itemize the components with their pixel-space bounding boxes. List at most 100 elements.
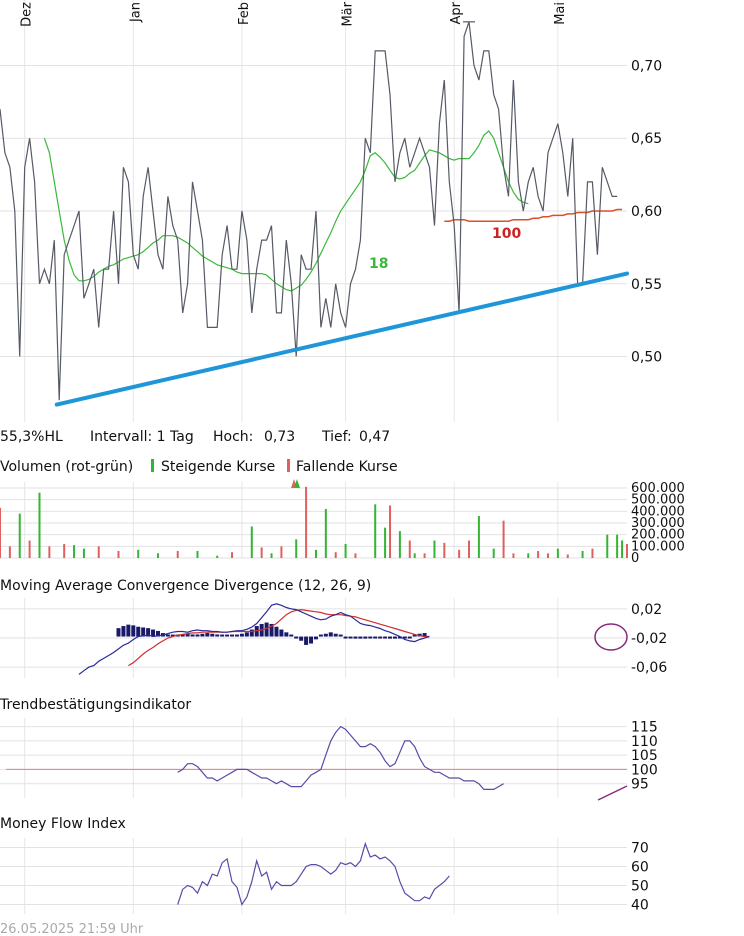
volume-bar-rising-11 bbox=[314, 549, 317, 558]
volume-bar-falling-18 bbox=[458, 549, 461, 558]
macd-hist-bar-7 bbox=[151, 629, 156, 637]
volume-y-tick-6: 0 bbox=[631, 551, 639, 566]
month-label-0: Dez bbox=[20, 2, 35, 27]
high-label: Hoch: bbox=[213, 429, 253, 445]
mfi-grid bbox=[0, 838, 627, 914]
macd-hist-bar-21 bbox=[220, 634, 225, 637]
month-label-4: Apr bbox=[449, 1, 464, 24]
macd-hist-bar-38 bbox=[304, 636, 309, 645]
volume-bar-rising-17 bbox=[413, 553, 416, 558]
ma18-label: 18 bbox=[369, 256, 388, 272]
volume-y-tick-5: 100.000 bbox=[631, 539, 685, 554]
volume-bar-rising-18 bbox=[433, 540, 436, 558]
rising-swatch bbox=[151, 459, 154, 472]
macd-hist-bar-4 bbox=[136, 626, 141, 637]
month-label-1: Jan bbox=[128, 2, 143, 23]
macd-hist-bar-24 bbox=[234, 634, 239, 637]
volume-bar-rising-0 bbox=[18, 513, 21, 558]
mfi-yticks-tick-0: 70 bbox=[631, 841, 649, 857]
volume-bar-rising-6 bbox=[196, 551, 199, 558]
macd-yticks-tick-1: -0,02 bbox=[631, 631, 667, 647]
volume-grid bbox=[0, 482, 627, 559]
volume-bar-rising-1 bbox=[38, 492, 41, 558]
volume-bar-rising-26 bbox=[621, 540, 624, 558]
volume-bar-rising-3 bbox=[82, 548, 85, 558]
macd-hist-bar-14 bbox=[185, 633, 190, 637]
macd-hist-bar-23 bbox=[230, 634, 235, 637]
month-label-5: Mai bbox=[553, 2, 568, 25]
macd-hist-bar-42 bbox=[323, 633, 328, 637]
volume-bar-rising-20 bbox=[492, 548, 495, 558]
volume-bar-falling-20 bbox=[502, 520, 505, 558]
volume-bar-falling-12 bbox=[334, 552, 337, 558]
volume-bar-falling-19 bbox=[468, 540, 471, 558]
macd-hist-bar-50 bbox=[363, 636, 368, 639]
volume-bar-rising-25 bbox=[616, 534, 619, 558]
macd-hist-bar-52 bbox=[373, 636, 378, 639]
trend-indicator-line bbox=[177, 725, 504, 791]
mfi-y-axis: 70 60 50 40 bbox=[631, 841, 649, 914]
trend-yticks-tick-0: 115 bbox=[631, 720, 658, 736]
volume-bar-rising-9 bbox=[270, 553, 273, 558]
macd-hist-bar-20 bbox=[215, 634, 220, 637]
volume-bar-falling-2 bbox=[28, 540, 31, 558]
volume-bar-rising-4 bbox=[137, 549, 140, 558]
volume-bar-falling-11 bbox=[305, 486, 308, 558]
macd-hist-bar-57 bbox=[397, 636, 402, 639]
macd-hist-bar-33 bbox=[279, 629, 284, 637]
volume-bar-falling-13 bbox=[354, 553, 357, 558]
price-panel: Dez Jan Feb Mär Apr Mai 0,700,650,600,550,50 … bbox=[0, 0, 662, 422]
trend-grid bbox=[0, 718, 627, 798]
volume-y-tick-4: 200.000 bbox=[631, 528, 685, 543]
macd-hist-bar-41 bbox=[318, 634, 323, 637]
macd-hist-bar-37 bbox=[299, 636, 304, 641]
volume-bar-falling-23 bbox=[547, 553, 550, 558]
macd-panel: 0,02 -0,02 -0,06 bbox=[0, 598, 667, 678]
macd-hist-bar-10 bbox=[165, 634, 170, 637]
volume-overflow-arrow-rising bbox=[294, 479, 300, 488]
macd-hist-bar-0 bbox=[116, 628, 121, 637]
volume-bar-rising-19 bbox=[477, 516, 480, 558]
volume-bar-falling-25 bbox=[591, 548, 594, 558]
price-line bbox=[0, 21, 618, 401]
price-grid bbox=[0, 0, 627, 422]
volume-y-tick-3: 300.000 bbox=[631, 516, 685, 531]
volume-bar-rising-12 bbox=[324, 509, 327, 558]
volume-bar-rising-8 bbox=[250, 526, 253, 558]
macd-hist-bar-3 bbox=[131, 625, 136, 637]
macd-hist-bar-19 bbox=[210, 633, 215, 637]
macd-hist-bar-46 bbox=[343, 636, 348, 639]
macd-hist-bar-62 bbox=[422, 633, 427, 637]
macd-hist-bar-16 bbox=[195, 634, 200, 637]
trend-yticks-tick-2: 105 bbox=[631, 748, 658, 764]
volume-bar-rising-10 bbox=[295, 539, 298, 558]
falling-swatch bbox=[287, 459, 290, 472]
macd-histogram bbox=[116, 622, 427, 645]
volume-bar-rising-2 bbox=[73, 545, 76, 558]
mfi-line bbox=[177, 841, 450, 906]
macd-hist-bar-17 bbox=[200, 633, 205, 637]
interval-label: Intervall: 1 Tag bbox=[90, 429, 194, 445]
volume-bar-rising-21 bbox=[527, 553, 530, 558]
trend-yticks-tick-1: 110 bbox=[631, 734, 658, 750]
macd-hist-bar-39 bbox=[309, 636, 314, 644]
mfi-title: Money Flow Index bbox=[0, 816, 126, 832]
volume-bar-falling-7 bbox=[176, 551, 179, 558]
low-label: Tief: bbox=[321, 429, 352, 445]
volume-bar-falling-16 bbox=[423, 553, 426, 558]
low-value: 0,47 bbox=[359, 429, 390, 445]
macd-hist-bar-44 bbox=[333, 633, 338, 637]
price-yticks-tick-0: 0,70 bbox=[631, 58, 662, 74]
price-yticks-tick-4: 0,50 bbox=[631, 350, 662, 366]
macd-hist-bar-15 bbox=[190, 634, 195, 637]
footer-timestamp: 26.05.2025 21:59 Uhr bbox=[0, 922, 144, 936]
macd-crossover-circle bbox=[594, 623, 628, 651]
macd-hist-bar-26 bbox=[244, 632, 249, 637]
volume-bar-rising-15 bbox=[384, 527, 387, 558]
volume-bars bbox=[0, 486, 628, 558]
volume-bar-falling-21 bbox=[512, 553, 515, 558]
macd-hist-bar-6 bbox=[146, 628, 151, 637]
mfi-yticks-tick-3: 40 bbox=[631, 898, 649, 914]
macd-hist-bar-54 bbox=[383, 636, 388, 639]
